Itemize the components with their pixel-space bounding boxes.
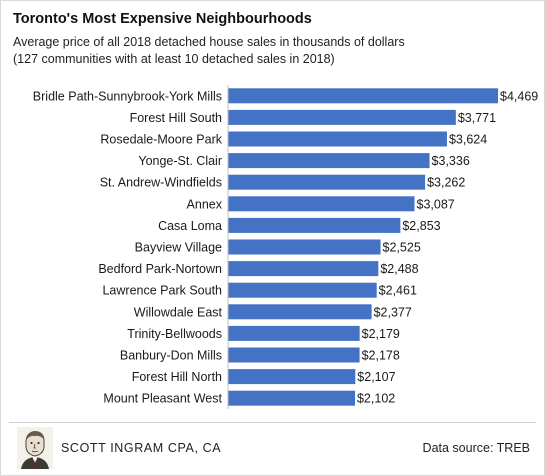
value-label: $2,107 <box>357 370 395 384</box>
value-label: $3,087 <box>417 197 455 211</box>
category-label: Rosedale-Moore Park <box>100 133 222 147</box>
category-label: Willowdale East <box>134 305 223 319</box>
value-label: $2,377 <box>374 305 412 319</box>
chart-title: Toronto's Most Expensive Neighbourhoods <box>13 11 312 27</box>
value-label: $3,771 <box>458 111 496 125</box>
bar <box>228 261 379 277</box>
subtitle-line-1: Average price of all 2018 detached house… <box>13 35 405 49</box>
category-label: Trinity-Bellwoods <box>127 327 222 341</box>
value-label: $3,262 <box>427 176 465 190</box>
brand-name: SCOTT INGRAM CPA, CA <box>61 441 222 455</box>
bar-chart: Bridle Path-Sunnybrook-York Mills $4,469 F… <box>33 85 538 409</box>
bar <box>228 109 456 125</box>
category-label: Forest Hill North <box>132 370 222 384</box>
subtitle-line-2: (127 communities with at least 10 detach… <box>13 52 335 66</box>
bar <box>228 282 377 298</box>
bar <box>228 88 498 104</box>
value-label: $4,469 <box>500 89 538 103</box>
chart-subtitle: Average price of all 2018 detached house… <box>13 34 405 68</box>
bar <box>228 239 381 255</box>
portrait-sketch-icon <box>17 427 53 469</box>
value-label: $2,102 <box>357 392 395 406</box>
bar <box>228 131 447 147</box>
footer-divider <box>9 422 536 423</box>
value-label: $2,525 <box>383 241 421 255</box>
category-label: Forest Hill South <box>130 111 222 125</box>
data-source: Data source: TREB <box>422 441 530 455</box>
category-label: Bridle Path-Sunnybrook-York Mills <box>33 89 222 103</box>
bar <box>228 196 415 212</box>
bar <box>228 347 360 363</box>
bar <box>228 325 360 341</box>
value-label: $3,336 <box>432 154 470 168</box>
bar <box>228 174 426 190</box>
bar <box>228 217 401 233</box>
category-label: Bedford Park-Nortown <box>98 262 222 276</box>
category-label: Bayview Village <box>135 241 222 255</box>
value-label: $3,624 <box>449 133 487 147</box>
category-label: Yonge-St. Clair <box>138 154 222 168</box>
category-label: Annex <box>187 197 223 211</box>
value-label: $2,853 <box>402 219 440 233</box>
value-label: $2,179 <box>362 327 400 341</box>
category-label: Mount Pleasant West <box>103 392 222 406</box>
value-label: $2,178 <box>362 349 400 363</box>
bar <box>228 304 372 320</box>
bar <box>228 390 355 406</box>
category-label: Lawrence Park South <box>102 284 222 298</box>
bar <box>228 369 356 385</box>
category-label: Banbury-Don Mills <box>120 349 222 363</box>
bar <box>228 153 430 169</box>
category-label: Casa Loma <box>158 219 222 233</box>
value-label: $2,461 <box>379 284 417 298</box>
value-label: $2,488 <box>380 262 418 276</box>
category-label: St. Andrew-Windfields <box>100 176 222 190</box>
